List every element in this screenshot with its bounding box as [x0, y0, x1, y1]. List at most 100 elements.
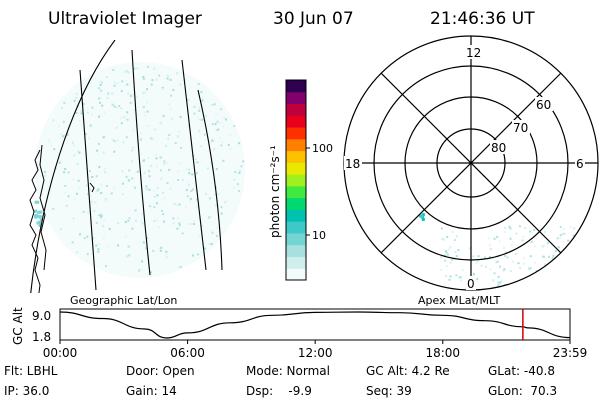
emission-pixel: [558, 262, 560, 265]
emission-pixel: [535, 274, 538, 277]
emission-pixel: [38, 220, 41, 224]
emission-pixel: [219, 122, 222, 124]
emission-pixel: [162, 213, 165, 216]
emission-pixel: [36, 200, 40, 204]
emission-pixel: [39, 218, 43, 222]
emission-pixel: [188, 168, 191, 171]
emission-pixel: [161, 210, 163, 212]
emission-pixel: [233, 178, 236, 181]
emission-pixel: [185, 189, 188, 192]
emission-pixel: [504, 227, 507, 230]
emission-pixel: [567, 276, 570, 279]
emission-pixel: [577, 237, 580, 240]
colorbar-segment: [286, 174, 306, 187]
emission-pixel: [204, 192, 207, 195]
emission-pixel: [186, 195, 189, 198]
emission-pixel: [215, 112, 218, 115]
emission-pixel: [556, 277, 559, 280]
emission-pixel: [77, 106, 80, 109]
emission-pixel: [140, 152, 143, 155]
emission-pixel: [489, 268, 492, 271]
emission-pixel: [153, 196, 156, 198]
emission-pixel: [127, 92, 130, 95]
colorbar: [285, 79, 310, 281]
emission-pixel: [38, 224, 42, 227]
label-bg: [344, 156, 362, 170]
emission-pixel: [145, 188, 148, 191]
altitude-timeline: [59, 308, 571, 341]
emission-pixel: [172, 222, 175, 225]
emission-pixel: [440, 256, 442, 259]
emission-pixel: [458, 276, 461, 279]
emission-pixel: [498, 282, 501, 285]
emission-pixel: [459, 276, 462, 279]
emission-pixel: [89, 170, 91, 173]
emission-pixel: [562, 232, 565, 235]
emission-pixel: [155, 202, 158, 205]
status-seq: Seq: 39: [366, 384, 412, 398]
emission-pixel: [506, 256, 509, 259]
emission-pixel: [98, 166, 101, 168]
emission-pixel: [60, 106, 63, 109]
emission-pixel: [552, 254, 555, 257]
emission-pixel: [198, 109, 201, 112]
emission-pixel: [196, 198, 199, 201]
colorbar-segment: [286, 197, 306, 210]
emission-pixel: [151, 137, 154, 140]
emission-pixel: [568, 268, 571, 271]
emission-pixel: [488, 244, 491, 246]
emission-pixel: [73, 198, 76, 201]
emission-pixel: [200, 145, 203, 148]
emission-pixel: [63, 101, 66, 104]
emission-pixel: [221, 125, 224, 128]
altitude-series-line: [59, 311, 571, 339]
status-mode: Mode: Normal: [246, 364, 330, 378]
emission-pixel: [238, 190, 240, 193]
emission-pixel: [543, 230, 546, 233]
uv-emission-pixels: [34, 65, 245, 276]
emission-pixel: [159, 249, 162, 252]
emission-pixel: [232, 187, 235, 190]
emission-pixel: [214, 193, 217, 196]
emission-pixel: [58, 161, 61, 164]
emission-pixel: [143, 171, 146, 174]
emission-pixel: [489, 256, 491, 258]
emission-pixel: [170, 94, 172, 97]
emission-pixel: [115, 126, 118, 129]
emission-pixel: [233, 125, 236, 128]
emission-pixel: [129, 101, 132, 104]
emission-pixel: [125, 136, 128, 139]
emission-pixel: [456, 235, 458, 238]
polar-grid: [343, 35, 599, 291]
label-bg: [512, 120, 530, 134]
emission-pixel: [496, 235, 499, 238]
emission-pixel: [118, 105, 121, 107]
emission-pixel: [97, 248, 100, 251]
emission-pixel: [64, 168, 67, 170]
emission-pixel: [533, 229, 535, 231]
emission-pixel: [495, 261, 498, 264]
emission-pixel: [559, 225, 562, 228]
colorbar-segment: [286, 80, 306, 93]
emission-pixel: [176, 227, 179, 230]
coastline-path: [29, 149, 41, 293]
emission-pixel: [154, 153, 157, 156]
lat-label-70: 70: [513, 121, 528, 135]
emission-pixel: [444, 259, 447, 262]
emission-pixel: [476, 277, 479, 280]
emission-pixel: [219, 136, 222, 139]
emission-pixel: [178, 224, 181, 227]
emission-pixel: [441, 237, 444, 240]
emission-pixel: [75, 109, 78, 111]
emission-pixel: [171, 117, 174, 120]
emission-pixel: [123, 116, 126, 119]
lat-lon-grid: [30, 40, 223, 293]
emission-pixel: [152, 249, 155, 252]
emission-pixel: [240, 165, 243, 168]
emission-pixel: [220, 108, 223, 111]
emission-pixel: [98, 214, 101, 217]
emission-pixel: [166, 182, 169, 185]
emission-pixel: [523, 262, 526, 265]
emission-pixel: [111, 92, 114, 95]
label-bg: [490, 140, 508, 154]
